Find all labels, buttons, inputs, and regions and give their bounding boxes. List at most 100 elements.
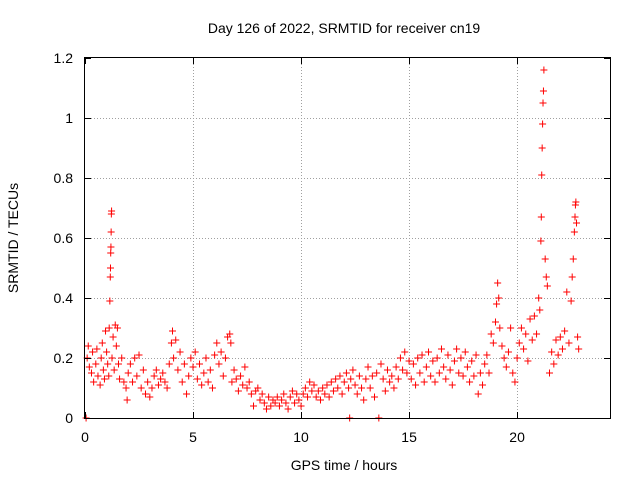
data-point	[314, 387, 322, 395]
data-point	[282, 399, 290, 407]
data-point	[89, 348, 97, 356]
data-point	[573, 219, 581, 227]
data-point	[213, 339, 221, 347]
data-point	[495, 294, 503, 302]
data-point	[440, 363, 448, 371]
data-point	[507, 324, 515, 332]
data-point	[93, 345, 101, 353]
data-point	[106, 264, 114, 272]
data-point	[517, 324, 525, 332]
data-point	[208, 384, 216, 392]
data-point	[539, 120, 547, 128]
data-point	[338, 390, 346, 398]
data-point	[262, 405, 270, 413]
data-point	[110, 366, 118, 374]
y-tick-label: 1	[65, 110, 73, 126]
data-point	[526, 315, 534, 323]
data-point	[511, 378, 519, 386]
data-point	[219, 372, 227, 380]
data-point	[107, 243, 115, 251]
data-point	[416, 369, 424, 377]
data-point	[118, 354, 126, 362]
data-point	[104, 360, 112, 368]
data-point	[409, 360, 417, 368]
data-point	[299, 390, 307, 398]
data-point	[538, 144, 546, 152]
data-point	[123, 396, 131, 404]
data-point	[347, 375, 355, 383]
data-point	[493, 300, 501, 308]
data-point	[137, 384, 145, 392]
data-point	[446, 366, 454, 374]
data-point	[366, 384, 374, 392]
data-point	[412, 381, 420, 389]
x-tick-labels: 0 5 10 15 20	[81, 429, 525, 445]
data-point	[112, 342, 120, 350]
data-point	[358, 384, 366, 392]
data-point	[97, 354, 105, 362]
data-point	[106, 297, 114, 305]
data-point	[468, 357, 476, 365]
data-point	[405, 357, 413, 365]
data-point	[323, 381, 331, 389]
data-point	[163, 384, 171, 392]
data-point	[271, 399, 279, 407]
data-point	[418, 351, 426, 359]
data-point	[539, 99, 547, 107]
x-axis-label: GPS time / hours	[291, 457, 398, 473]
data-point	[92, 360, 100, 368]
data-point	[485, 369, 493, 377]
data-point	[234, 387, 242, 395]
data-point	[154, 381, 162, 389]
data-point	[541, 255, 549, 263]
data-point	[371, 393, 379, 401]
data-point	[189, 363, 197, 371]
data-point	[500, 354, 508, 362]
data-point	[383, 366, 391, 374]
data-point	[474, 390, 482, 398]
data-point	[226, 330, 234, 338]
data-point	[135, 351, 143, 359]
data-point	[522, 330, 530, 338]
data-point	[169, 327, 176, 335]
data-point	[172, 336, 180, 344]
data-point	[575, 345, 583, 353]
data-point	[364, 363, 372, 371]
data-point	[107, 249, 115, 257]
data-point	[538, 171, 546, 179]
data-point	[567, 297, 575, 305]
data-point	[256, 396, 264, 404]
data-point	[161, 378, 169, 386]
data-point	[286, 393, 294, 401]
data-point	[247, 390, 255, 398]
data-point	[215, 360, 223, 368]
data-point	[513, 354, 521, 362]
x-tick-label: 0	[81, 429, 89, 445]
data-point	[120, 378, 128, 386]
data-point	[479, 381, 487, 389]
data-point	[420, 378, 428, 386]
data-point	[221, 354, 229, 362]
data-point	[373, 369, 381, 377]
data-point	[109, 333, 117, 341]
data-point	[502, 363, 510, 371]
data-point	[565, 339, 573, 347]
data-point	[200, 369, 208, 377]
data-point	[448, 381, 456, 389]
y-tick-label: 0.8	[54, 170, 74, 186]
data-point	[552, 336, 560, 344]
data-point	[349, 366, 357, 374]
data-point	[489, 339, 497, 347]
x-tick-label: 10	[293, 429, 309, 445]
data-point	[336, 372, 344, 380]
data-point	[148, 384, 156, 392]
data-point	[267, 402, 275, 410]
data-point	[100, 375, 108, 383]
data-point	[198, 381, 206, 389]
data-point	[105, 324, 113, 332]
data-point	[245, 378, 253, 386]
data-point	[232, 375, 240, 383]
data-point	[353, 390, 361, 398]
data-point	[481, 360, 489, 368]
data-point	[435, 369, 443, 377]
